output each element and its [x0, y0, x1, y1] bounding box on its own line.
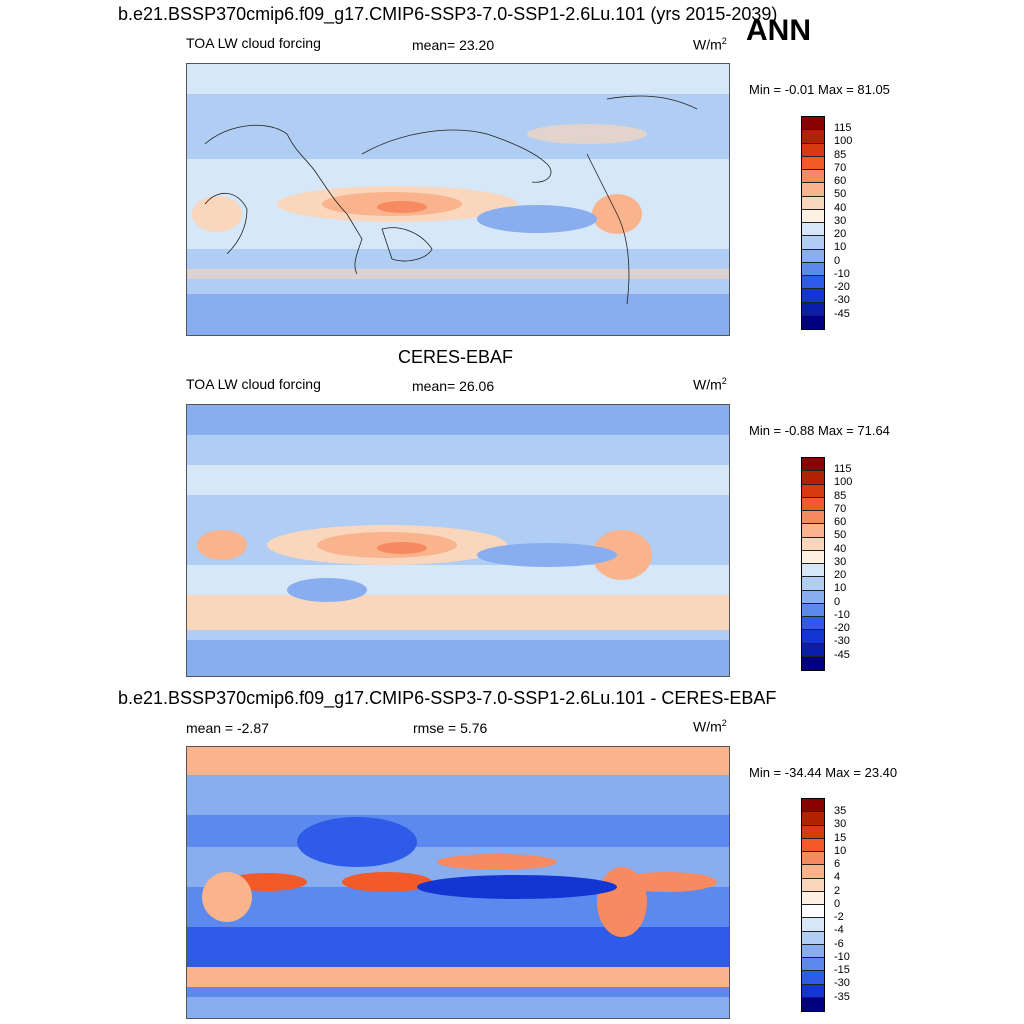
panel3-minmax: Min = -34.44 Max = 23.40: [749, 765, 898, 780]
panel2-colorbar: [801, 457, 825, 671]
panel1-mean: mean= 23.20: [412, 37, 495, 53]
page-title: b.e21.BSSP370cmip6.f09_g17.CMIP6-SSP3-7.…: [118, 4, 778, 24]
panel3-map: [186, 746, 730, 1019]
panel3-rmse: rmse = 5.76: [413, 720, 488, 736]
panel3-title: b.e21.BSSP370cmip6.f09_g17.CMIP6-SSP3-7.…: [118, 688, 777, 708]
panel1-colorbar-labels: 115 100 85 70 60 50 40 30 20 10 0 -10 -20 -30 -45: [834, 122, 853, 320]
panel2-mean: mean= 26.06: [412, 378, 495, 394]
panel2-units: W/m2: [693, 376, 727, 393]
panel1-map: [186, 63, 730, 336]
panel3-colorbar: [801, 798, 825, 1012]
panel1-variable: TOA LW cloud forcing: [186, 35, 321, 51]
panel3-colorbar-labels: 35 30 15 10 6 4 2 0 -2 -4 -6 -10 -15 -30 -35: [834, 805, 850, 1003]
panel2-map: [186, 404, 730, 677]
season-label: ANN: [746, 14, 811, 47]
panel3-units: W/m2: [693, 718, 727, 735]
panel2-minmax: Min = -0.88 Max = 71.64: [749, 423, 890, 438]
panel2-colorbar-labels: 115 100 85 70 60 50 40 30 20 10 0 -10 -20 -30 -45: [834, 463, 853, 661]
panel1-units: W/m2: [693, 36, 727, 53]
panel3-mean: mean = -2.87: [186, 720, 269, 736]
panel1-minmax: Min = -0.01 Max = 81.05: [749, 82, 890, 97]
panel2-title: CERES-EBAF: [398, 347, 514, 367]
panel1-colorbar: [801, 116, 825, 330]
panel2-variable: TOA LW cloud forcing: [186, 376, 321, 392]
